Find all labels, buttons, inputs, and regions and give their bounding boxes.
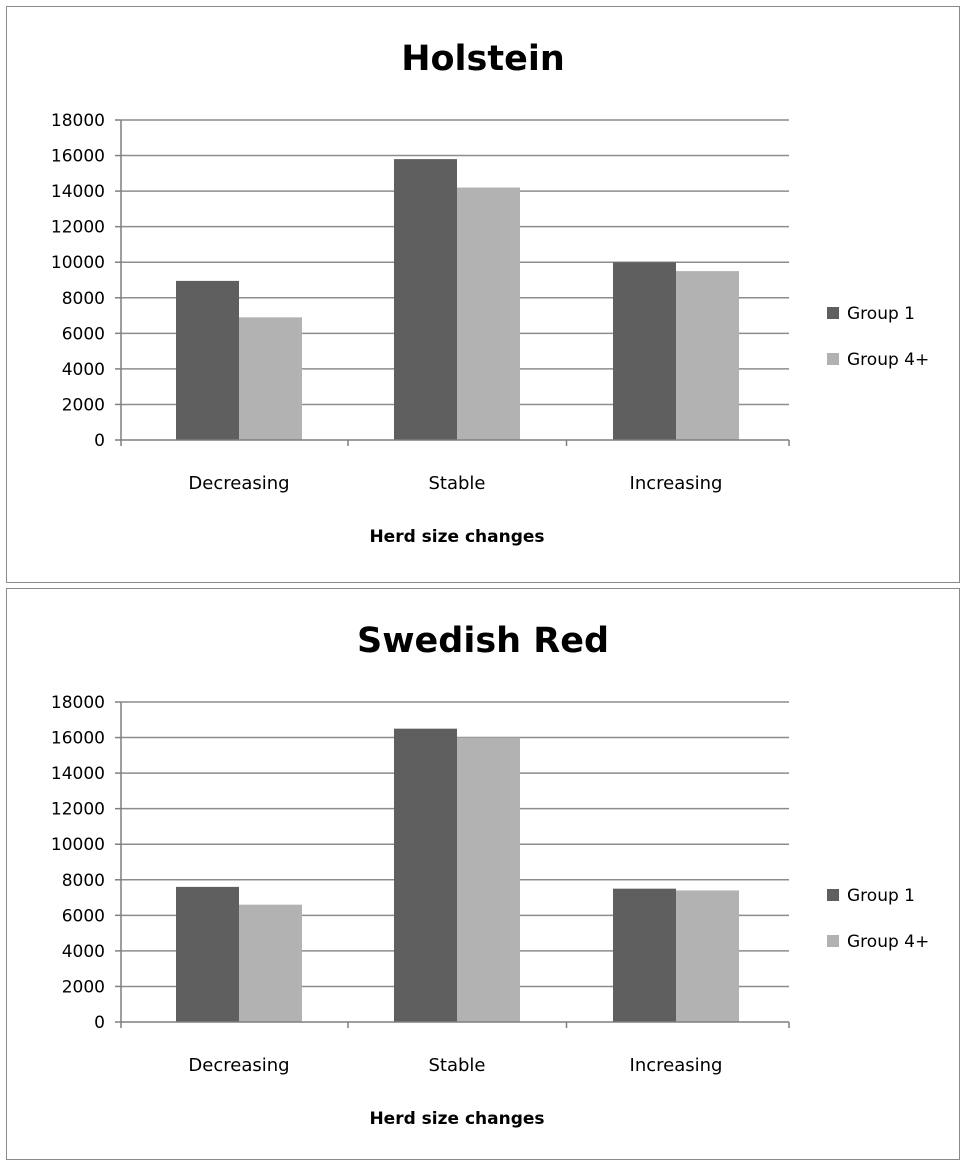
bar-group-4plus-increasing (676, 271, 739, 440)
chart-plot-swedish-red: 0 2000 4000 6000 8000 10000 12000 14000 16000 180… (51, 693, 929, 1129)
bar-group-1-increasing (613, 262, 676, 440)
y-tick-label: 2000 (62, 395, 105, 415)
legend-swatch (827, 935, 839, 947)
legend-swatch (827, 889, 839, 901)
chart-panel-swedish-red: Swedish Red 0 2000 4000 6000 8000 10000 12000 1… (6, 588, 960, 1160)
bar-group-4plus-stable (457, 187, 520, 440)
x-tick-label: Decreasing (188, 1055, 289, 1076)
bar-group-1-stable (394, 728, 457, 1022)
y-tick-label: 12000 (51, 800, 105, 820)
y-tick-label: 4000 (62, 942, 105, 962)
y-tick-label: 14000 (51, 182, 105, 202)
legend-label: Group 1 (847, 886, 915, 906)
legend-label: Group 4+ (847, 932, 929, 952)
y-tick-label: 8000 (62, 871, 105, 891)
y-tick-label: 12000 (51, 218, 105, 238)
x-tick-label: Stable (428, 473, 485, 494)
legend-label: Group 4+ (847, 350, 929, 370)
x-tick-label: Decreasing (188, 473, 289, 494)
x-tick-label: Stable (428, 1055, 485, 1076)
y-tick-label: 18000 (51, 693, 105, 713)
legend-swatch (827, 353, 839, 365)
y-tick-label: 18000 (51, 111, 105, 131)
x-axis-label: Herd size changes (369, 527, 544, 547)
y-tick-label: 16000 (51, 147, 105, 167)
bar-group-4plus-increasing (676, 890, 739, 1022)
y-tick-label: 6000 (62, 906, 105, 926)
bar-group-4plus-stable (457, 737, 520, 1022)
y-tick-label: 2000 (62, 977, 105, 997)
y-tick-label: 0 (94, 431, 105, 451)
bar-group-1-decreasing (176, 280, 239, 440)
y-tick-label: 16000 (51, 729, 105, 749)
bar-group-4plus-decreasing (239, 904, 302, 1022)
y-tick-label: 10000 (51, 253, 105, 273)
y-tick-label: 0 (94, 1013, 105, 1033)
x-tick-label: Increasing (630, 473, 723, 494)
chart-title: Holstein (401, 39, 565, 79)
y-tick-label: 4000 (62, 360, 105, 380)
bar-group-1-decreasing (176, 886, 239, 1022)
y-tick-label: 6000 (62, 324, 105, 344)
bar-group-1-stable (394, 159, 457, 440)
legend-label: Group 1 (847, 304, 915, 324)
chart-panel-holstein: Holstein 0 2000 4000 6000 8000 10000 12000 1400… (6, 6, 960, 583)
chart-title: Swedish Red (356, 621, 609, 661)
y-tick-label: 14000 (51, 764, 105, 784)
x-axis-label: Herd size changes (369, 1109, 544, 1129)
legend-swatch (827, 307, 839, 319)
y-tick-label: 8000 (62, 289, 105, 309)
chart-plot-holstein: 0 2000 4000 6000 8000 10000 12000 14000 16000 180… (51, 111, 929, 547)
y-tick-label: 10000 (51, 835, 105, 855)
x-tick-label: Increasing (630, 1055, 723, 1076)
bar-group-1-increasing (613, 888, 676, 1022)
bar-group-4plus-decreasing (239, 317, 302, 440)
